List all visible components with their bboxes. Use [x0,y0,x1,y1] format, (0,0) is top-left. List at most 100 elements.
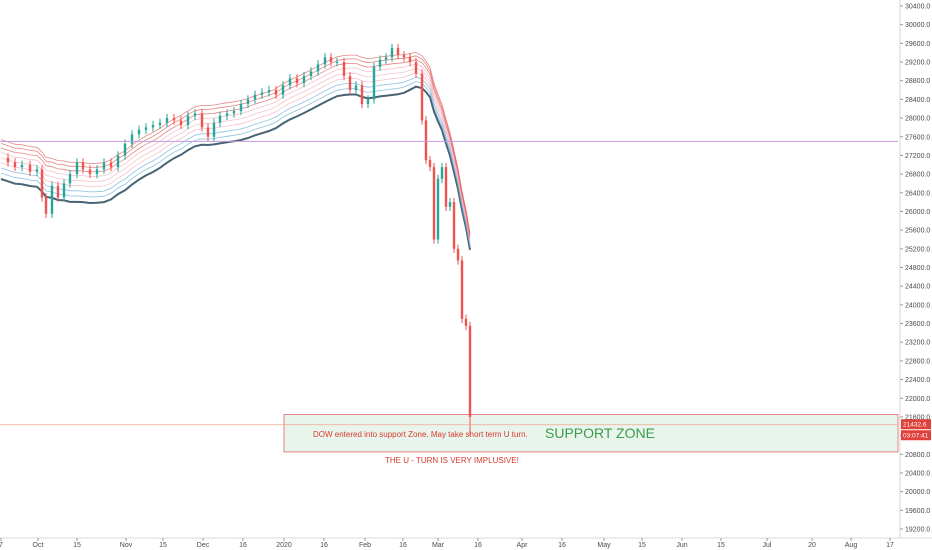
candle-body [274,90,278,95]
candle-body [253,94,257,100]
candle-body [123,143,127,156]
y-tick-label: 29200.0 [905,60,930,67]
candle-body [13,162,17,168]
candle-body [360,85,364,105]
y-tick-label: 26800.0 [905,172,930,179]
ma-line [0,63,471,240]
horizontal-lines-layer [0,140,898,426]
y-tick-label: 21600.0 [905,414,930,421]
time-axis[interactable]: 7 Oct 15 Nov 15 Dec 16 2020 16 Feb 16 Mar 16 Apr 16 May… [0,537,932,549]
y-tick-label: 24800.0 [905,265,930,272]
y-tick-label: 20400.0 [905,470,930,477]
uturn-annotation-text: THE U - TURN IS VERY IMPLUSIVE! [385,456,519,465]
support-zone-box [283,414,899,453]
candle-body [56,185,60,198]
candle-body [75,162,79,175]
x-tick-label: Aug [845,542,858,549]
y-tick-label: 22800.0 [905,358,930,365]
support-annotation-text: DOW entered into support Zone. May take … [313,430,528,439]
candle-body [158,122,162,126]
candle-body [260,92,264,95]
x-tick-label: Apr [517,542,529,549]
x-tick-label: 20 [808,542,816,549]
price-tag-box [901,419,931,430]
candle-body [44,197,48,214]
candle-body [95,169,99,175]
candle-body [218,115,222,123]
time-tag-label: 03:07:41 [903,433,929,440]
candle-body [130,134,134,144]
x-tick-label: 15 [159,542,167,549]
candle-body [342,62,346,77]
ma-line [0,81,471,248]
candle-body [384,57,388,60]
ma-line [0,85,471,250]
candle-body [348,76,352,91]
candle-body [316,64,320,72]
candle-body [432,167,436,240]
candle-body [212,122,216,137]
y-tick-label: 27600.0 [905,134,930,141]
candle-body [448,202,452,207]
ma-line [0,59,471,238]
y-tick-label: 25600.0 [905,228,930,235]
candle-body [35,169,39,172]
candle-body [267,90,271,93]
ma-line [0,76,471,246]
y-tick-label: 28400.0 [905,97,930,104]
x-tick-label: 17 [886,542,894,549]
candle-body [354,85,358,91]
candle-body [440,167,444,179]
y-tick-label: 26400.0 [905,190,930,197]
x-tick-label: Oct [33,542,44,549]
candle-body [372,66,376,100]
candle-body [88,169,92,175]
candle-body [144,127,148,130]
candle-body [468,325,472,417]
candle-body [50,185,54,214]
x-tick-label: 16 [474,542,482,549]
candle-body [295,78,299,84]
candle-body [193,113,197,116]
y-tick-label: 28000.0 [905,116,930,123]
candle-body [428,160,432,168]
candle-body [246,99,250,105]
x-tick-label: 2020 [276,542,292,549]
y-tick-label: 24400.0 [905,284,930,291]
annotation-layer: DOW entered into support Zone. May take … [313,425,655,465]
x-tick-label: 15 [638,542,646,549]
support-zone-layer [283,414,899,453]
ma-line [0,51,471,234]
y-tick-label: 22000.0 [905,396,930,403]
candle-body [62,183,66,198]
y-tick-label: 30400.0 [905,4,930,11]
candle-body [408,57,412,63]
candle-body [378,59,382,67]
candle-body [28,164,32,172]
x-tick-label: Mar [432,542,445,549]
candle-layer [6,43,472,436]
candle-body [137,129,141,135]
price-tags: 21432.6 03:07:41 [901,419,931,441]
candle-body [366,99,370,105]
x-tick-label: 16 [558,542,566,549]
y-tick-label: 20800.0 [905,452,930,459]
y-tick-label: 23600.0 [905,321,930,328]
candle-body [281,85,285,95]
x-tick-label: Jun [676,542,687,549]
candle-body [414,62,418,74]
x-tick-label: 7 [0,542,3,549]
candle-body [6,157,10,163]
candle-body [20,164,24,168]
candle-body [179,120,183,126]
y-tick-label: 24000.0 [905,302,930,309]
y-tick-label: 23200.0 [905,340,930,347]
candle-body [172,118,176,121]
candle-body [420,73,424,121]
y-tick-label: 25200.0 [905,246,930,253]
candle-body [186,115,190,126]
candle-body [151,125,155,128]
candle-body [390,48,394,58]
price-axis[interactable]: 19200.019600.020000.020400.020800.021200… [899,0,930,538]
